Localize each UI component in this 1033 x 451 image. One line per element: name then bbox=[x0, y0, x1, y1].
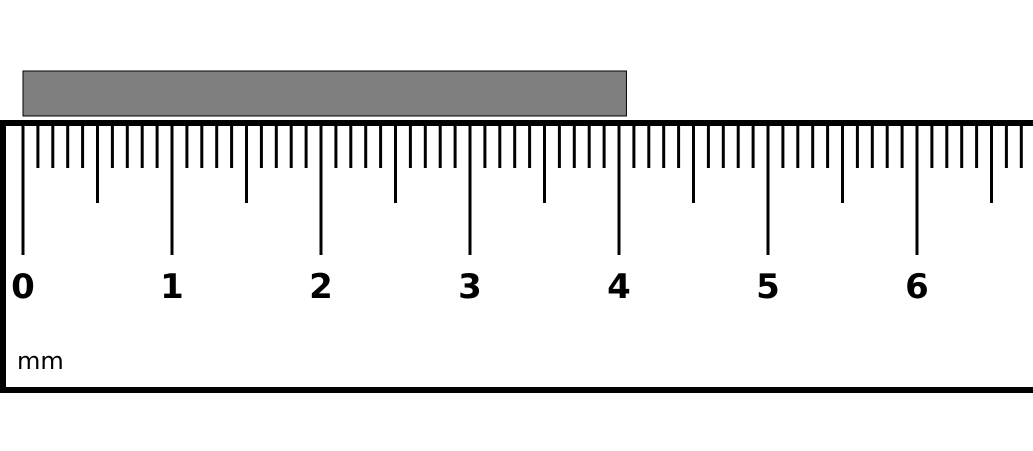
ruler-frame bbox=[0, 120, 1033, 393]
tick-label: 6 bbox=[905, 267, 929, 307]
ruler-tick-labels: 0 1 2 3 4 5 6 bbox=[11, 267, 929, 307]
tick-label: 5 bbox=[756, 267, 780, 307]
tick-label: 3 bbox=[458, 267, 482, 307]
unit-label: mm bbox=[17, 347, 64, 375]
tick-label: 0 bbox=[11, 267, 35, 307]
tick-label: 2 bbox=[309, 267, 333, 307]
tick-label: 1 bbox=[160, 267, 184, 307]
ruler-ticks bbox=[21, 123, 1023, 255]
tick-label: 4 bbox=[607, 267, 631, 307]
measured-object-bar bbox=[22, 70, 627, 117]
